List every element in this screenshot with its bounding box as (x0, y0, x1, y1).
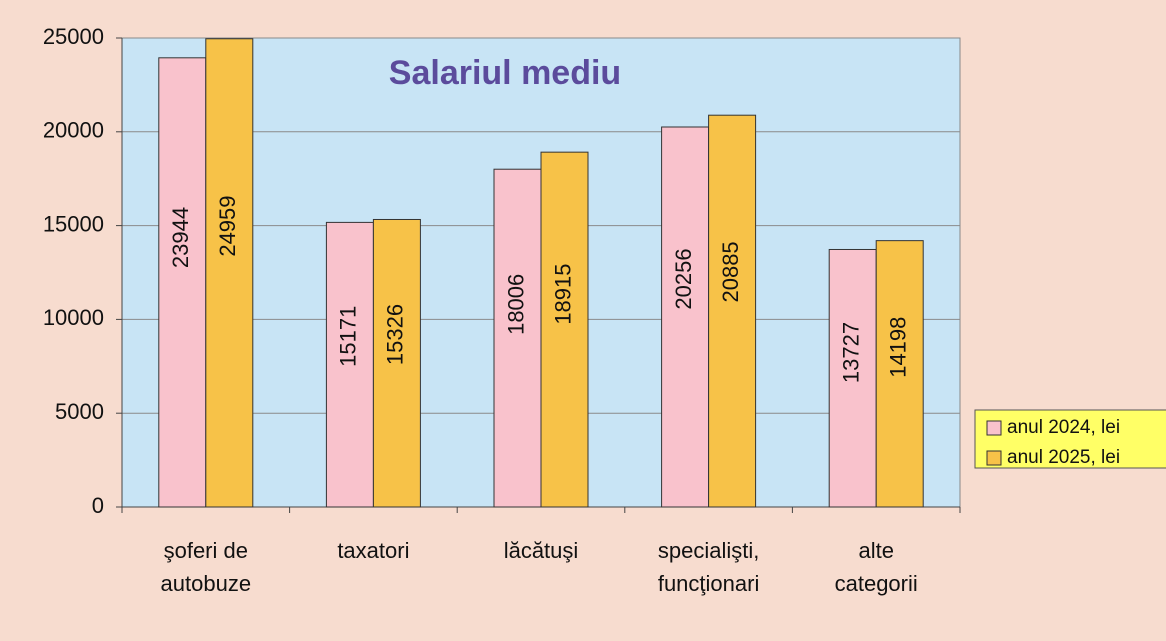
x-tick-label-line: categorii (835, 571, 918, 596)
value-label: 15171 (336, 306, 361, 367)
y-tick-label: 20000 (43, 118, 104, 143)
x-tick-label: taxatori (337, 538, 409, 563)
value-label: 18915 (550, 263, 575, 324)
chart-title: Salariul mediu (389, 54, 621, 92)
x-tick-label: şoferi de autobuze (161, 538, 252, 596)
bar (540, 151, 589, 508)
bar (372, 218, 421, 508)
value-label: 20885 (718, 241, 743, 302)
value-label: 13727 (839, 322, 864, 383)
x-tick-label: lăcătuşi (504, 538, 579, 563)
y-tick-label: 5000 (55, 399, 104, 424)
bar (325, 221, 374, 508)
value-label: 23944 (168, 207, 193, 268)
y-tick-label: 25000 (43, 24, 104, 49)
x-tick-label: alte categorii (835, 538, 918, 596)
bar (205, 38, 254, 508)
bar (875, 240, 924, 508)
bar (158, 57, 207, 508)
y-tick-label: 0 (92, 493, 104, 518)
legend-swatch (986, 450, 1002, 466)
value-label: 18006 (503, 274, 528, 335)
legend-label: anul 2025, lei (1007, 447, 1120, 468)
x-tick-label-line: şoferi de (164, 538, 248, 563)
bar (661, 126, 710, 508)
bar (828, 248, 877, 508)
x-tick-label: specialişti, funcţionari (658, 538, 760, 596)
x-tick-label-line: funcţionari (658, 571, 760, 596)
x-tick-label-line: taxatori (337, 538, 409, 563)
x-tick-label-line: lăcătuşi (504, 538, 579, 563)
y-tick-label: 10000 (43, 305, 104, 330)
value-label: 15326 (383, 304, 408, 365)
bar (493, 168, 542, 508)
y-tick-label: 15000 (43, 211, 104, 236)
value-label: 24959 (215, 195, 240, 256)
value-label: 14198 (886, 317, 911, 378)
x-tick-label-line: specialişti, (658, 538, 759, 563)
x-tick-label-line: autobuze (161, 571, 252, 596)
legend-swatch (986, 420, 1002, 436)
bar (708, 114, 757, 508)
value-label: 20256 (671, 248, 696, 309)
x-tick-label-line: alte (858, 538, 893, 563)
legend-box (974, 409, 1166, 469)
legend-label: anul 2024, lei (1007, 417, 1120, 438)
